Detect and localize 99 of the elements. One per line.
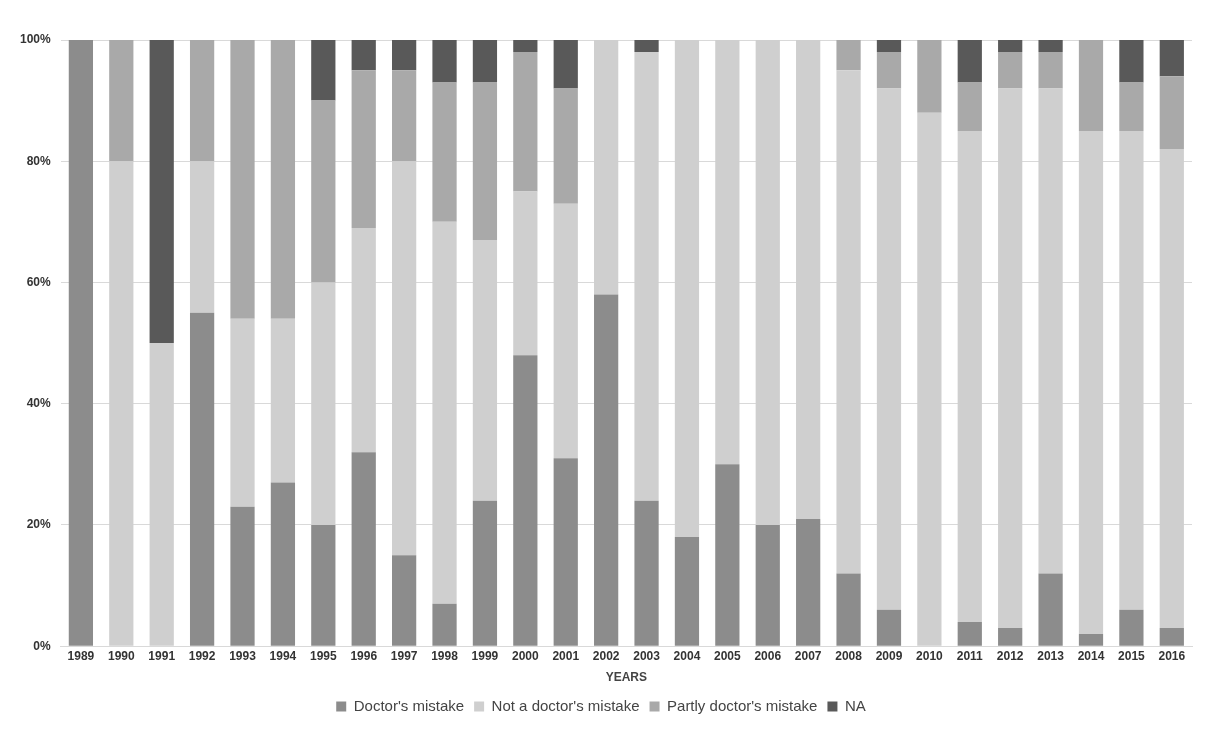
bar <box>432 82 457 222</box>
bar <box>836 40 861 71</box>
bar <box>392 555 417 646</box>
bar <box>472 82 498 241</box>
x-tick-label: 1998 <box>431 648 459 663</box>
x-tick-label: 1990 <box>107 648 135 663</box>
x-tick-label: 2014 <box>1077 648 1105 663</box>
x-tick-label: 2008 <box>835 648 863 663</box>
bar <box>634 500 659 646</box>
bar <box>109 40 134 162</box>
x-tick-label: 1999 <box>471 648 499 663</box>
y-tick-label: 40% <box>26 396 52 411</box>
bar <box>311 40 336 101</box>
bar <box>311 524 336 646</box>
x-tick-label: 2004 <box>673 648 701 663</box>
bar <box>1159 40 1184 77</box>
y-tick-label: 0% <box>33 638 52 653</box>
x-tick-label: 1994 <box>269 648 297 663</box>
x-tick-label: 2003 <box>633 648 661 663</box>
x-tick-label: 1996 <box>350 648 378 663</box>
bar <box>796 518 821 646</box>
x-tick-label: 2007 <box>794 648 822 663</box>
bar <box>998 52 1023 89</box>
bar <box>68 40 94 646</box>
bar <box>230 40 255 319</box>
bar <box>432 603 457 646</box>
x-tick-label: 2005 <box>714 648 742 663</box>
bar <box>876 40 902 53</box>
x-tick-label: 2012 <box>996 648 1024 663</box>
bar <box>674 537 700 646</box>
bar <box>1159 76 1184 150</box>
bar <box>1038 40 1063 53</box>
bar <box>957 82 982 131</box>
x-tick-label: 1997 <box>390 648 418 663</box>
x-tick-label: 2013 <box>1037 648 1065 663</box>
x-tick-label: 1989 <box>67 648 95 663</box>
bar <box>553 458 578 646</box>
legend-label: NA <box>844 696 866 714</box>
bar <box>311 100 336 283</box>
bar <box>230 506 255 646</box>
bar <box>634 40 659 53</box>
bar <box>998 40 1023 53</box>
bar <box>392 70 417 162</box>
bar <box>513 40 538 53</box>
bar <box>553 40 578 89</box>
bar <box>1119 40 1144 83</box>
bar <box>189 40 215 162</box>
x-tick-label: 2011 <box>956 648 984 663</box>
bar <box>594 294 619 646</box>
bar <box>1119 609 1144 646</box>
bar <box>513 355 538 646</box>
bar <box>149 40 174 344</box>
legend-label: Partly doctor's mistake <box>667 696 818 714</box>
bar <box>876 609 902 646</box>
bar <box>351 40 376 71</box>
bar <box>472 40 498 83</box>
bar <box>957 40 982 83</box>
x-tick-label: 2009 <box>875 648 903 663</box>
y-tick-label: 60% <box>26 274 52 289</box>
y-tick-label: 20% <box>26 517 52 532</box>
bar <box>998 628 1023 646</box>
x-tick-label: 2016 <box>1158 648 1186 663</box>
x-tick-label: 2002 <box>592 648 620 663</box>
x-tick-label: 2000 <box>511 648 540 663</box>
x-tick-label: 2006 <box>754 648 782 663</box>
legend-label: Doctor's mistake <box>353 696 465 714</box>
x-tick-label: 1995 <box>309 648 337 663</box>
x-tick-label: 1992 <box>188 648 216 663</box>
bar <box>917 40 942 113</box>
bar <box>1078 634 1104 646</box>
y-tick-label: 100% <box>19 32 52 47</box>
x-tick-label: 1993 <box>229 648 257 663</box>
bar <box>755 524 780 646</box>
bar <box>715 464 740 646</box>
bar <box>472 500 498 646</box>
bar <box>189 312 215 646</box>
bar <box>1038 573 1063 646</box>
x-tick-label: 2001 <box>552 648 580 663</box>
bar <box>1159 628 1184 646</box>
x-axis-title: YEARS <box>605 670 648 685</box>
bar <box>351 70 376 228</box>
bar <box>553 88 578 204</box>
bar <box>392 40 417 71</box>
x-tick-label: 2015 <box>1118 648 1146 663</box>
bar <box>836 573 861 646</box>
x-tick-label: 2010 <box>916 648 944 663</box>
bar <box>270 482 296 646</box>
bar <box>957 621 982 646</box>
bar <box>513 52 538 192</box>
x-tick-label: 1991 <box>148 648 176 663</box>
bar <box>432 40 457 83</box>
bar <box>876 52 902 89</box>
legend-label: Not a doctor's mistake <box>491 696 640 714</box>
bar <box>1119 82 1144 131</box>
bar <box>1038 52 1063 89</box>
y-tick-label: 80% <box>26 153 52 168</box>
bar <box>270 40 296 319</box>
bar <box>1078 40 1104 131</box>
bar <box>351 452 376 646</box>
